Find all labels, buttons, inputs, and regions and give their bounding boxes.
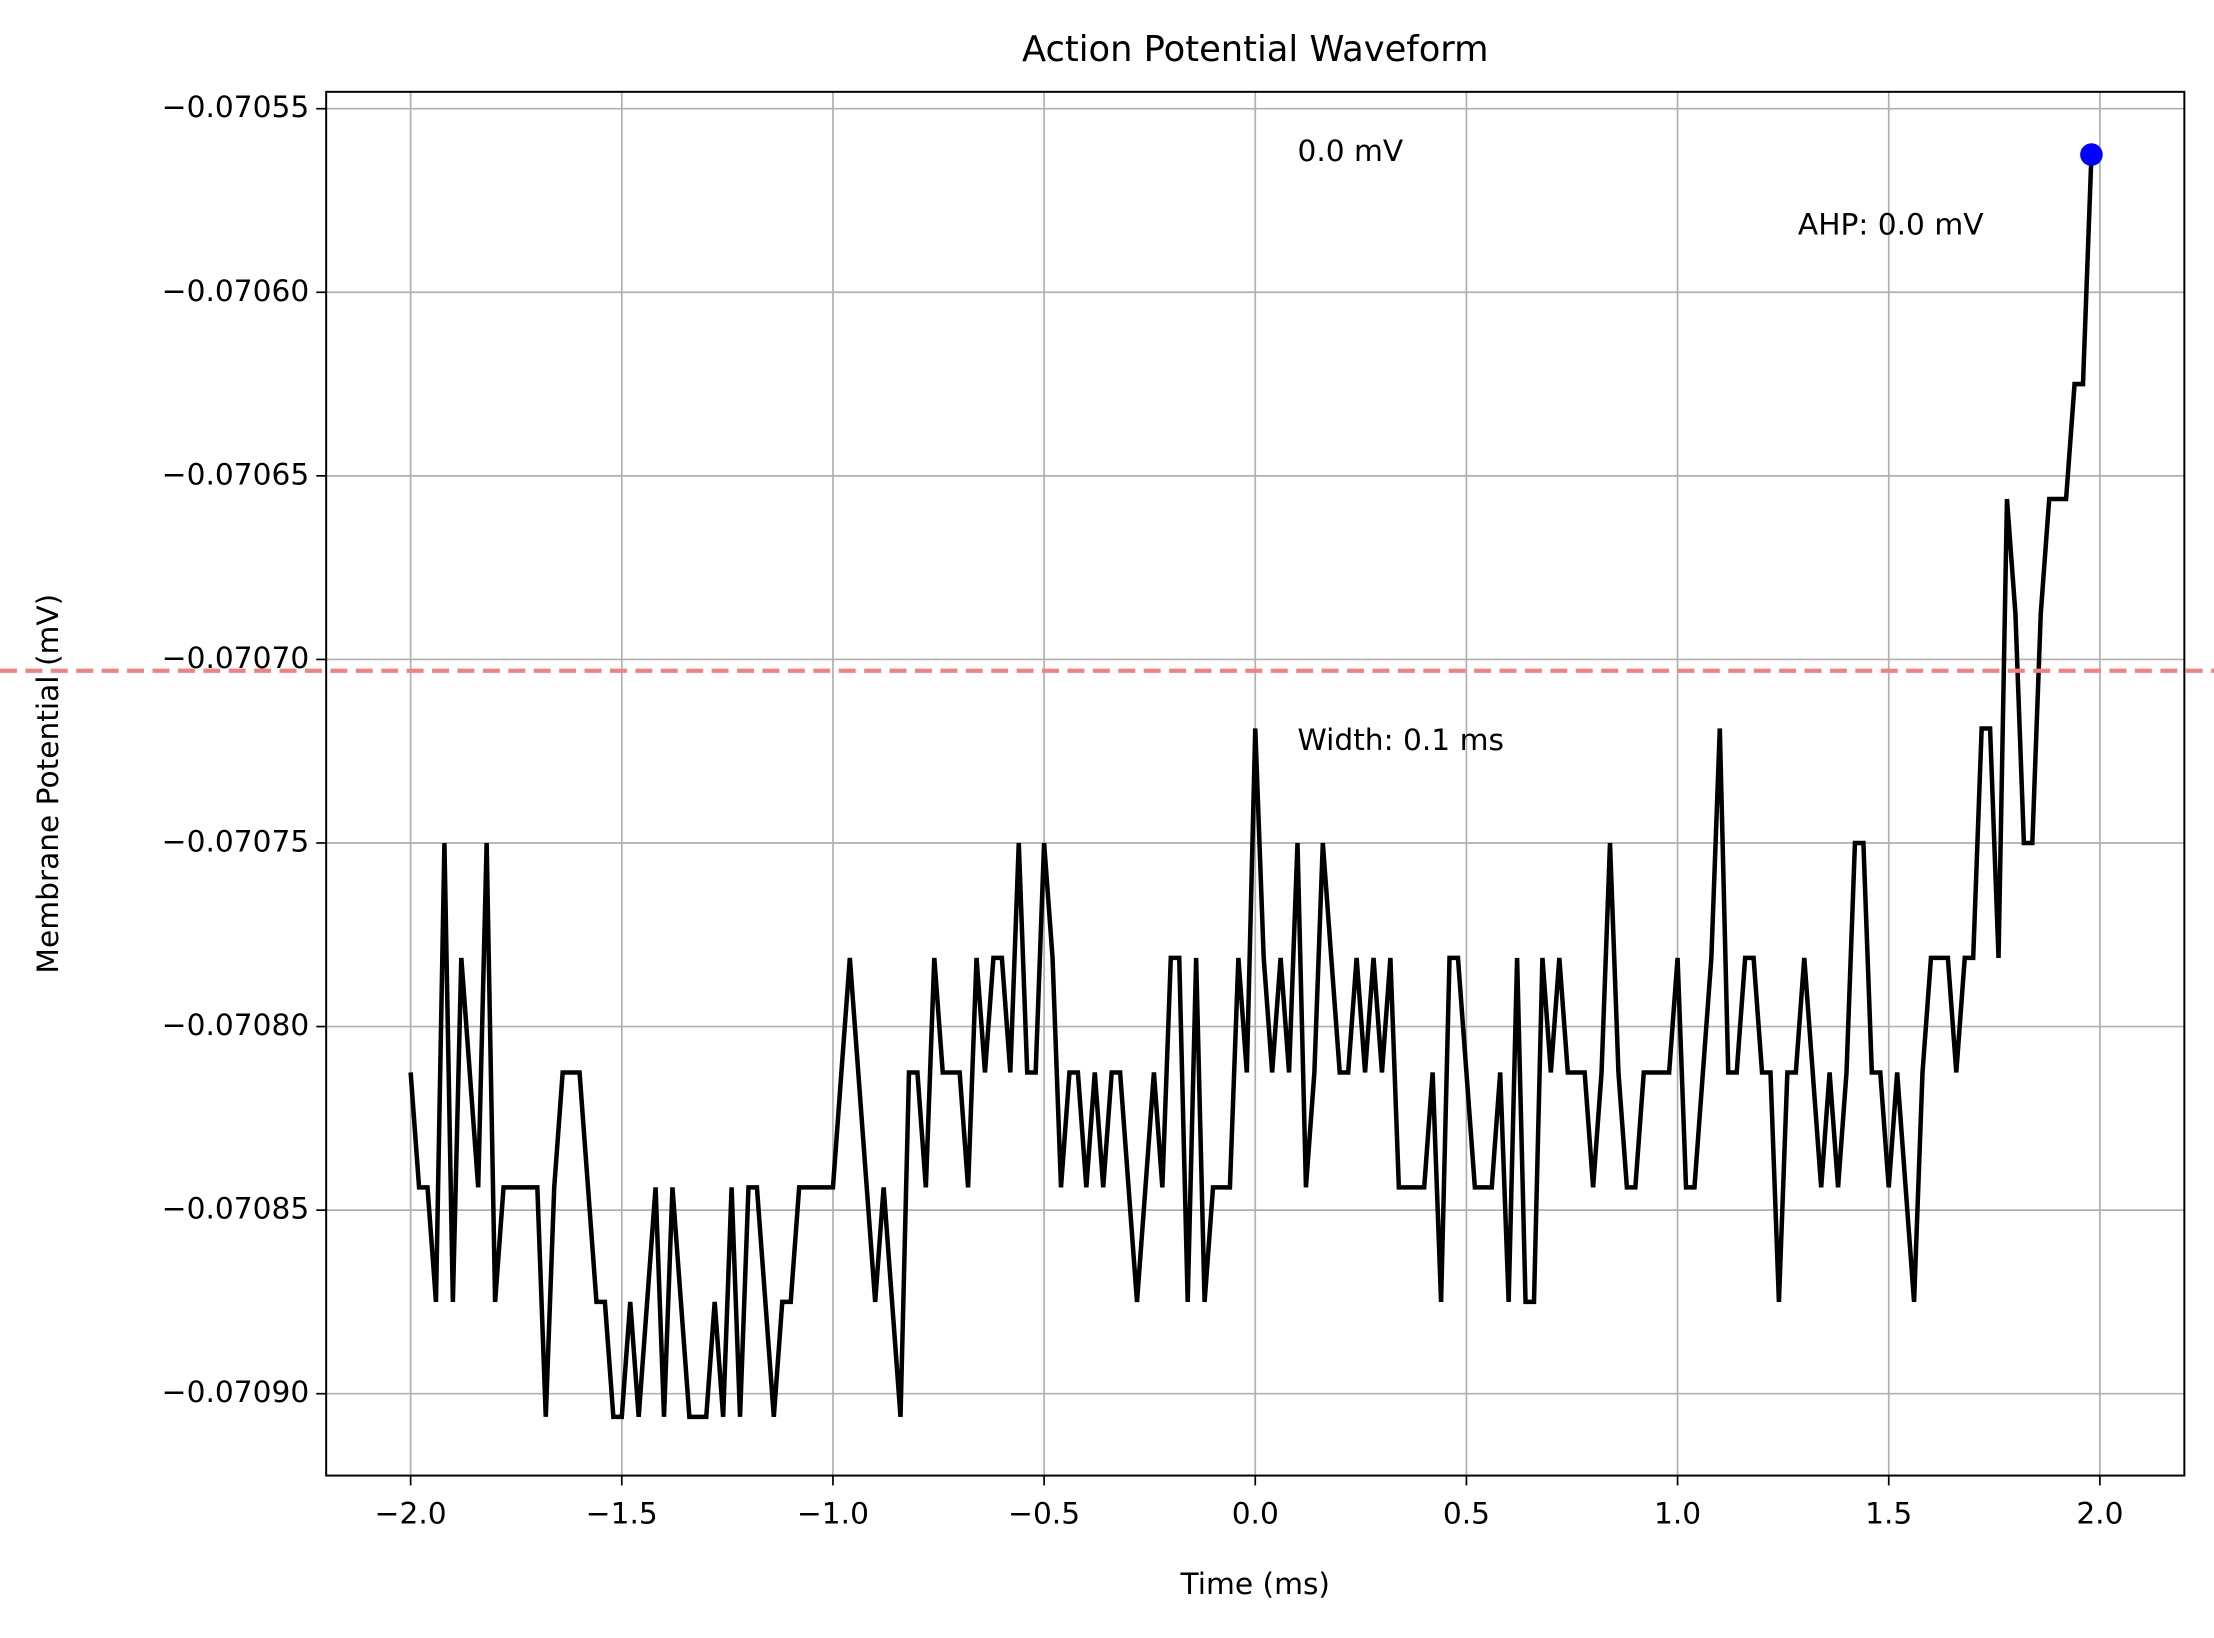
y-tick-label: −0.07090 xyxy=(162,1374,309,1409)
x-tick-label: 0.0 xyxy=(1232,1496,1279,1531)
annotation: 0.0 mV xyxy=(1297,133,1403,168)
x-tick-label: −1.5 xyxy=(586,1496,658,1531)
y-tick-label: −0.07055 xyxy=(162,89,309,124)
annotation: Width: 0.1 ms xyxy=(1297,722,1503,757)
x-tick-label: 1.0 xyxy=(1654,1496,1701,1531)
y-tick-label: −0.07085 xyxy=(162,1191,309,1226)
x-tick-label: 1.5 xyxy=(1865,1496,1912,1531)
x-tick-label: 2.0 xyxy=(2076,1496,2123,1531)
x-tick-label: 0.5 xyxy=(1443,1496,1490,1531)
y-tick-label: −0.07080 xyxy=(162,1007,309,1042)
waveform-line xyxy=(408,154,2094,1420)
y-tick-label: −0.07075 xyxy=(162,823,309,858)
x-axis-label: Time (ms) xyxy=(1180,1566,1330,1601)
plot-frame xyxy=(325,90,2186,1477)
x-tick-label: −2.0 xyxy=(375,1496,447,1531)
x-tick-label: −1.0 xyxy=(797,1496,869,1531)
y-tick-label: −0.07065 xyxy=(162,456,309,491)
annotation: AHP: 0.0 mV xyxy=(1798,206,1984,241)
x-tick-label: −0.5 xyxy=(1008,1496,1080,1531)
chart-title: Action Potential Waveform xyxy=(1022,29,1489,70)
y-tick-label: −0.07060 xyxy=(162,273,309,308)
peak-marker xyxy=(2080,143,2103,166)
y-axis-label: Membrane Potential (mV) xyxy=(30,594,65,974)
